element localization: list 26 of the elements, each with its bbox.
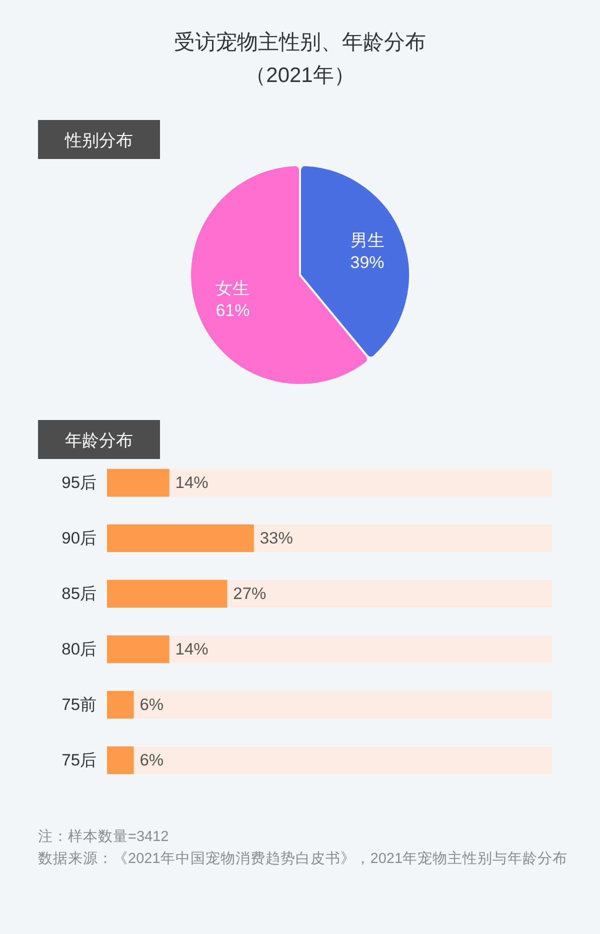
y-tick-label: 75前 (62, 696, 97, 714)
data-label: 27% (233, 584, 267, 603)
data-label: 6% (140, 696, 164, 714)
bar (107, 690, 134, 719)
y-tick-label: 95后 (62, 472, 97, 492)
slice-label: 男生 (350, 230, 384, 250)
data-label: 14% (175, 474, 209, 492)
bar (107, 635, 170, 664)
slice-label: 女生 (216, 278, 250, 298)
bar (107, 468, 170, 497)
data-label: 39% (350, 252, 384, 272)
text: 注：样本数量=3412 (38, 828, 169, 845)
y-tick-label: 75后 (62, 750, 97, 770)
y-tick-label: 85后 (62, 584, 97, 603)
chart-title: 年龄分布 (65, 430, 133, 450)
data-label: 33% (260, 529, 294, 548)
data-label: 61% (216, 300, 250, 320)
y-tick-label: 90后 (62, 528, 97, 548)
y-tick-label: 80后 (62, 639, 97, 658)
data-label: 14% (175, 640, 209, 658)
source-note: 数据来源：《2021年中国宠物消费趋势白皮书》，2021年宠物主性别与年龄分布 (38, 850, 568, 867)
bar (107, 746, 134, 774)
data-label: 6% (140, 751, 164, 770)
text: （2021年） (245, 64, 355, 86)
chart-title: 性别分布 (64, 130, 133, 150)
text: 受访宠物主性别、年龄分布 (174, 30, 426, 54)
